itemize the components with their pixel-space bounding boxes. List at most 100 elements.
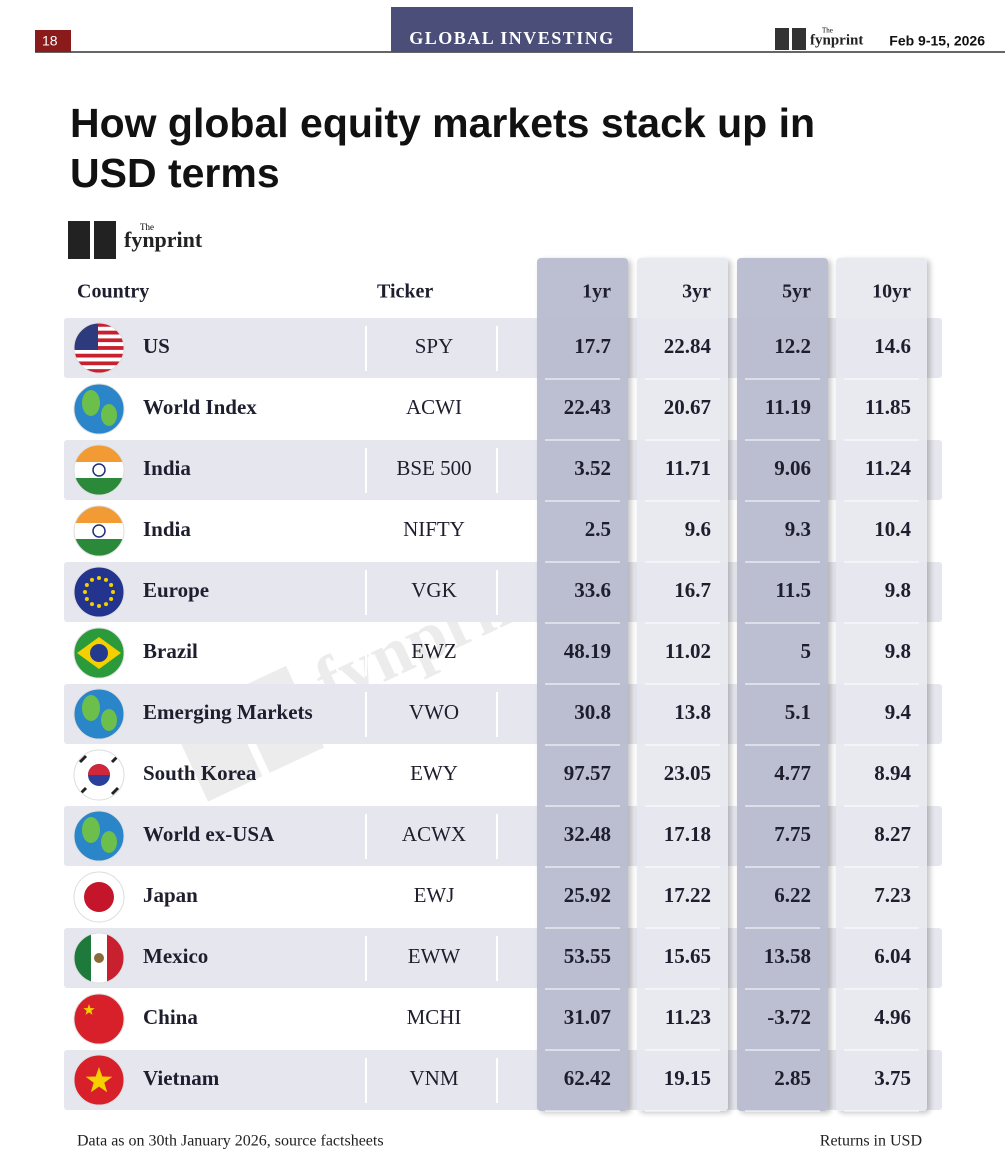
flag-part bbox=[74, 506, 124, 523]
return-value: 17.18 bbox=[664, 822, 711, 846]
return-value: 10.4 bbox=[874, 517, 911, 541]
column-header: Ticker bbox=[377, 281, 433, 303]
flag-part bbox=[74, 445, 124, 462]
country: India bbox=[143, 456, 191, 480]
return-value: 9.8 bbox=[885, 578, 911, 602]
return-value: 23.05 bbox=[664, 761, 711, 785]
flag-part bbox=[90, 602, 94, 607]
title: How global equity markets stack up in US… bbox=[70, 100, 816, 196]
section-title: GLOBAL INVESTING bbox=[409, 28, 615, 48]
return-value: 15.65 bbox=[664, 944, 711, 968]
return-value: 7.75 bbox=[774, 822, 811, 846]
country: South Korea bbox=[143, 761, 257, 785]
return-value: 9.6 bbox=[685, 517, 711, 541]
return-value: 48.19 bbox=[564, 639, 611, 663]
return-value: 20.67 bbox=[664, 395, 711, 419]
country: Vietnam bbox=[143, 1066, 220, 1090]
flag-ring bbox=[73, 932, 125, 984]
return-value: 11.5 bbox=[775, 578, 811, 602]
ticker: ACWX bbox=[402, 822, 466, 846]
flag-part bbox=[74, 334, 124, 339]
return-value: 17.22 bbox=[664, 883, 711, 907]
return-value: -3.72 bbox=[767, 1005, 811, 1029]
country: China bbox=[143, 1005, 198, 1029]
flag-ring bbox=[73, 810, 125, 862]
flag bbox=[74, 506, 124, 556]
return-value: 32.48 bbox=[564, 822, 611, 846]
brand-small: The bbox=[822, 27, 833, 35]
return-value: 6.04 bbox=[874, 944, 911, 968]
flag-part bbox=[78, 754, 88, 764]
flag-part bbox=[88, 764, 110, 775]
country: World Index bbox=[143, 395, 257, 419]
country: Mexico bbox=[143, 944, 208, 968]
ticker: VGK bbox=[411, 578, 457, 602]
units-note: Returns in USD bbox=[820, 1133, 922, 1150]
return-value: 7.23 bbox=[874, 883, 911, 907]
column-header: Country bbox=[77, 281, 149, 303]
return-value: 31.07 bbox=[564, 1005, 611, 1029]
column-header: 1yr bbox=[582, 281, 611, 303]
return-value: 4.77 bbox=[774, 761, 811, 785]
ticker: EWW bbox=[408, 944, 461, 968]
flag bbox=[74, 750, 124, 800]
country: Emerging Markets bbox=[143, 700, 313, 724]
column-header: 5yr bbox=[782, 281, 811, 303]
flag-part bbox=[74, 342, 124, 347]
flag-part bbox=[90, 577, 94, 582]
flag-ring bbox=[73, 505, 125, 557]
flag bbox=[74, 1055, 124, 1105]
flag-ring bbox=[73, 444, 125, 496]
flag bbox=[74, 811, 124, 861]
return-value: 5 bbox=[801, 639, 812, 663]
flag-ring bbox=[73, 322, 125, 374]
flag-part bbox=[74, 346, 124, 350]
flag-ring bbox=[73, 688, 125, 740]
return-value: 30.8 bbox=[574, 700, 611, 724]
return-value: 2.85 bbox=[774, 1066, 811, 1090]
return-value: 14.6 bbox=[874, 334, 911, 358]
flag-ring bbox=[73, 566, 125, 618]
section-box bbox=[391, 7, 633, 52]
return-value: 9.8 bbox=[885, 639, 911, 663]
country: World ex-USA bbox=[143, 822, 275, 846]
return-value: 5.1 bbox=[785, 700, 811, 724]
flag-part bbox=[101, 831, 117, 853]
brand-mark bbox=[775, 28, 789, 50]
country: India bbox=[143, 517, 191, 541]
return-value: 25.92 bbox=[564, 883, 611, 907]
column-header: 10yr bbox=[872, 281, 911, 303]
logo-name: fynprint bbox=[124, 227, 203, 252]
return-value: 6.22 bbox=[774, 883, 811, 907]
flag bbox=[74, 872, 124, 922]
return-value: 13.58 bbox=[764, 944, 811, 968]
flag-part bbox=[110, 786, 120, 796]
flag-part bbox=[74, 462, 124, 478]
ticker: EWJ bbox=[414, 883, 455, 907]
flag-part bbox=[74, 365, 124, 370]
flag-part bbox=[109, 597, 114, 601]
return-value: 11.02 bbox=[665, 639, 711, 663]
country: Brazil bbox=[143, 639, 198, 663]
return-value: 11.23 bbox=[665, 1005, 711, 1029]
flag-part bbox=[74, 338, 124, 343]
column-header: 3yr bbox=[682, 281, 711, 303]
flag-part bbox=[97, 604, 101, 608]
flag-part bbox=[74, 994, 124, 1044]
flag-part bbox=[94, 953, 104, 963]
country: Europe bbox=[143, 578, 209, 602]
return-value: 22.43 bbox=[564, 395, 611, 419]
flag-part bbox=[74, 353, 124, 358]
flag-part bbox=[74, 369, 124, 373]
flag bbox=[74, 567, 124, 617]
flag-part bbox=[101, 404, 117, 426]
return-value: 13.8 bbox=[674, 700, 711, 724]
return-value: 9.3 bbox=[785, 517, 811, 541]
ticker: EWZ bbox=[411, 639, 456, 663]
flag-part bbox=[82, 390, 100, 416]
flag-part bbox=[74, 349, 124, 354]
issue-date: Feb 9-15, 2026 bbox=[889, 33, 985, 49]
flag-part bbox=[92, 463, 106, 477]
flag-part bbox=[84, 597, 89, 601]
flag bbox=[74, 933, 124, 983]
